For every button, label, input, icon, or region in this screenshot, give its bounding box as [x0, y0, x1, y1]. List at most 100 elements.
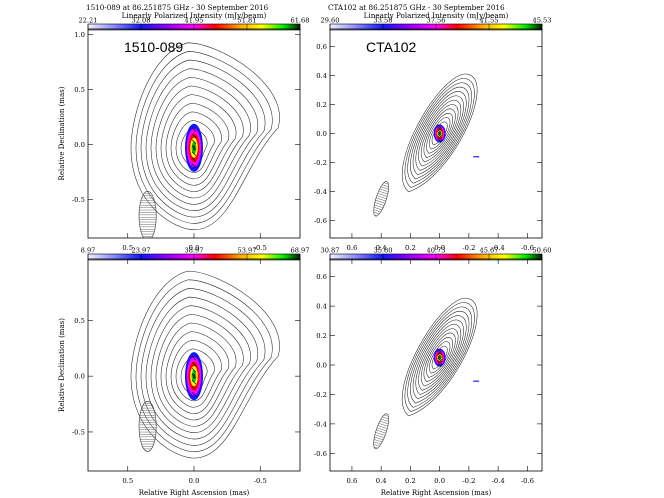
- source-label: CTA102: [366, 39, 417, 55]
- evpa-stick: [437, 362, 442, 367]
- colorbar-tick-label: 32.08: [132, 17, 151, 25]
- y-tick-label: -0.5: [72, 428, 85, 436]
- beam-hatch: [378, 190, 388, 195]
- contour-line: [426, 337, 453, 378]
- evpa-stick: [437, 124, 442, 129]
- evpa-stick: [191, 361, 197, 367]
- x-tick-label: 0.2: [405, 244, 416, 252]
- evpa-stick: [191, 157, 197, 163]
- contour-line: [410, 86, 470, 180]
- y-tick-label: 0.2: [316, 101, 327, 109]
- y-tick-label: 0.5: [74, 317, 85, 325]
- colorbar-tick-label: 38.97: [185, 247, 204, 255]
- contour-line: [175, 120, 215, 173]
- evpa-stick: [437, 126, 442, 132]
- colorbar-title: Linearly Polarized Intensity (mJy/beam): [364, 11, 509, 20]
- y-axis-label: Relative Declination (mas): [58, 86, 66, 180]
- y-tick-label: 0.2: [316, 332, 327, 340]
- contour-line: [418, 100, 462, 167]
- y-tick-label: 0.6: [316, 273, 327, 281]
- beam-hatch: [379, 420, 389, 425]
- colorbar-tick-label: 50.60: [533, 247, 552, 255]
- x-tick-label: 0.0: [189, 477, 200, 485]
- contour-line: [170, 111, 222, 180]
- colorbar-tick-label: 35.80: [374, 247, 393, 255]
- x-tick-label: 0.5: [122, 244, 133, 252]
- source-label: 1510-089: [124, 39, 183, 55]
- colorbar-tick-label: 45.53: [533, 17, 552, 25]
- contour-line: [407, 82, 472, 184]
- evpa-stick: [437, 131, 442, 136]
- beam-hatch: [374, 446, 378, 449]
- contour-line: [423, 333, 456, 383]
- contour-line: [140, 59, 266, 218]
- x-tick-label: 0.0: [434, 477, 445, 485]
- contour-line: [170, 339, 222, 408]
- colorbar-tick-label: 40.73: [427, 247, 446, 255]
- x-tick-label: 0.6: [347, 477, 358, 485]
- contour-line: [155, 314, 244, 427]
- beam-ellipse: [373, 413, 389, 450]
- y-tick-label: -0.6: [314, 450, 327, 458]
- y-tick-label: -0.2: [314, 159, 327, 167]
- beam-hatch: [373, 207, 383, 211]
- y-tick-label: 0.4: [316, 72, 327, 80]
- colorbar-tick-label: 53.97: [238, 247, 257, 255]
- beam-ellipse: [373, 181, 389, 217]
- contour-line: [402, 298, 478, 417]
- x-tick-label: 0.2: [405, 477, 416, 485]
- evpa-stick: [191, 355, 197, 361]
- evpa-stick: [437, 129, 442, 134]
- evpa-stick: [191, 385, 197, 391]
- contour-line: [402, 73, 478, 193]
- contour-line: [404, 302, 475, 412]
- contour-line: [415, 95, 464, 171]
- colorbar-tick-label: 45.67: [480, 247, 499, 255]
- beam-hatch: [379, 188, 389, 192]
- contour-line: [165, 102, 230, 186]
- contour-line: [175, 348, 215, 402]
- y-tick-label: -0.6: [314, 217, 327, 225]
- contour-line: [420, 328, 459, 387]
- beam-hatch: [373, 209, 381, 213]
- beam-ellipse: [138, 190, 157, 238]
- y-tick-label: 0.0: [316, 130, 327, 138]
- x-tick-label: 0.4: [376, 477, 387, 485]
- beam-hatch: [373, 441, 382, 445]
- contour-line: [145, 296, 259, 440]
- x-tick-label: -0.2: [462, 477, 475, 485]
- beam-hatch: [376, 197, 386, 202]
- panel-header: 1510-089 at 86.251875 GHz - 30 September…: [86, 3, 269, 12]
- evpa-stick: [191, 127, 197, 133]
- beam: [373, 413, 389, 450]
- beam-hatch: [374, 436, 384, 441]
- evpa-stick: [191, 139, 197, 145]
- y-tick-label: 0.5: [74, 86, 85, 94]
- contour-line: [150, 305, 251, 433]
- beam-hatch: [377, 193, 388, 197]
- x-tick-label: -0.2: [462, 244, 475, 252]
- x-tick-label: -0.5: [254, 244, 267, 252]
- y-tick-label: 0.0: [316, 362, 327, 370]
- beam-hatch: [376, 427, 387, 432]
- evpa-stick: [191, 133, 197, 139]
- evpa-stick: [191, 373, 197, 379]
- panel-2: CTA102 at 86.251875 GHz - 30 September 2…: [314, 3, 552, 252]
- contour-line: [429, 117, 451, 150]
- x-tick-label: -0.5: [254, 477, 267, 485]
- panel-4: 30.87 35.80 40.73 45.67 50.60 0.6 0.4 0.2 0.0 -0.…: [314, 247, 552, 498]
- colorbar-tick-label: 51.81: [238, 17, 257, 25]
- beam-hatch: [380, 186, 389, 190]
- beam-hatch: [374, 214, 378, 217]
- x-tick-label: 0.6: [347, 244, 358, 252]
- contour-line: [415, 319, 464, 395]
- evpa-stick: [437, 359, 442, 365]
- contour-line: [155, 85, 244, 199]
- beam-hatch: [374, 204, 384, 208]
- plot-area: [130, 42, 280, 238]
- evpa-stick: [437, 350, 442, 356]
- y-tick-label: 1.0: [74, 31, 85, 39]
- colorbar-tick-label: 33.58: [374, 17, 393, 25]
- contour-line: [412, 315, 467, 400]
